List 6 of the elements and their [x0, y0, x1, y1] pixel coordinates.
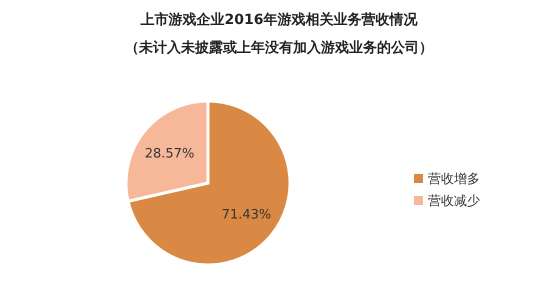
chart-title: 上市游戏企业2016年游戏相关业务营收情况 [140, 11, 418, 28]
legend-label: 营收增多 [428, 172, 480, 187]
legend-label: 营收减少 [428, 194, 480, 209]
data-label: 71.43% [222, 208, 272, 223]
chart-subtitle: （未计入未披露或上年没有加入游戏业务的公司） [125, 40, 433, 56]
data-label: 28.57% [144, 146, 194, 162]
